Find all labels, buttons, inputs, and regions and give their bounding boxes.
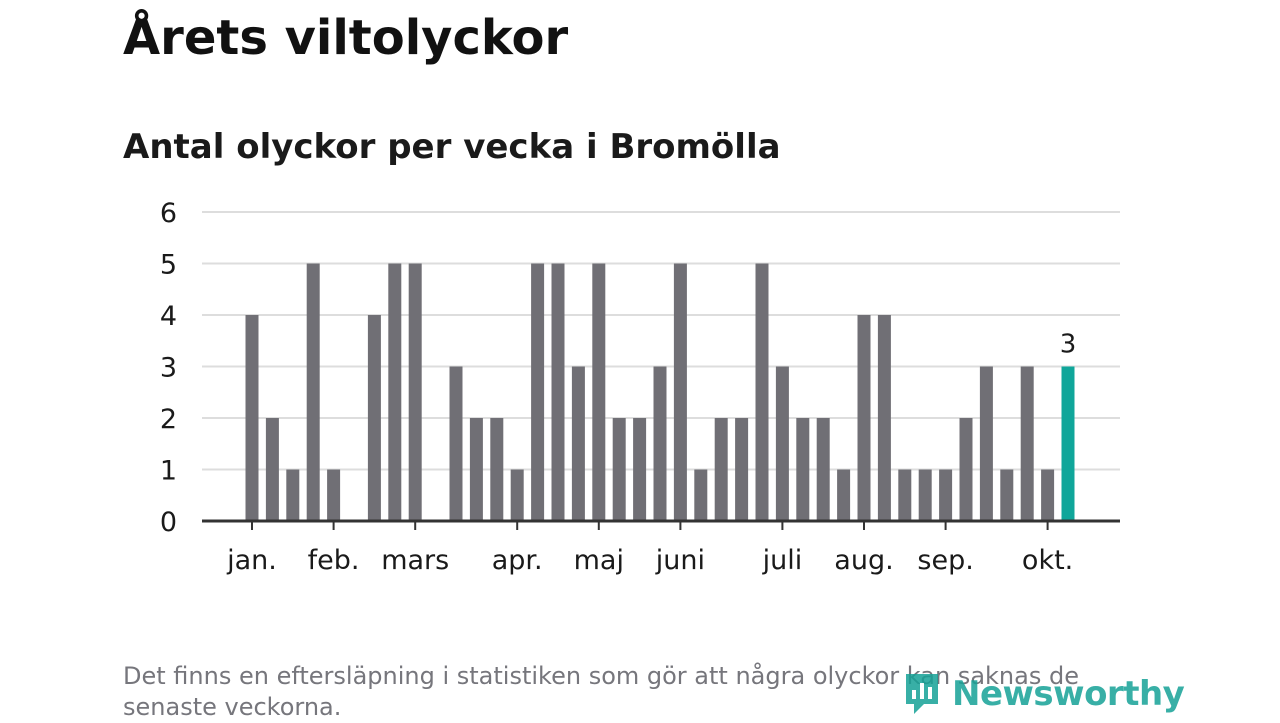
x-tick-label: mars bbox=[381, 545, 449, 576]
bar bbox=[959, 418, 973, 521]
x-tick-label: apr. bbox=[492, 545, 543, 576]
y-tick-label: 0 bbox=[160, 507, 177, 538]
bar bbox=[1000, 469, 1014, 521]
bar bbox=[551, 263, 565, 521]
bar bbox=[918, 469, 932, 521]
y-tick-label: 4 bbox=[160, 301, 177, 332]
chart-title: Årets viltolyckor bbox=[123, 10, 569, 66]
y-tick-label: 6 bbox=[160, 198, 177, 229]
bar bbox=[939, 469, 953, 521]
chart-subtitle: Antal olyckor per vecka i Bromölla bbox=[123, 127, 781, 167]
bar bbox=[877, 315, 891, 521]
bar bbox=[286, 469, 300, 521]
bar bbox=[755, 263, 769, 521]
bar bbox=[775, 366, 789, 521]
x-tick-label: juli bbox=[762, 545, 803, 576]
bar-highlight bbox=[1061, 366, 1075, 521]
bar bbox=[898, 469, 912, 521]
bar bbox=[449, 366, 463, 521]
brand-logo: Newsworthy bbox=[902, 668, 1185, 720]
bar bbox=[490, 418, 504, 521]
bar bbox=[857, 315, 871, 521]
bar bbox=[735, 418, 749, 521]
data-label: 3 bbox=[1060, 330, 1077, 360]
bar bbox=[265, 418, 279, 521]
x-tick-label: feb. bbox=[308, 545, 360, 576]
bar bbox=[469, 418, 483, 521]
bar bbox=[245, 315, 259, 521]
x-tick-label: okt. bbox=[1022, 545, 1073, 576]
bar bbox=[510, 469, 524, 521]
bar bbox=[367, 315, 381, 521]
bar bbox=[714, 418, 728, 521]
bar bbox=[1041, 469, 1055, 521]
y-tick-label: 3 bbox=[160, 353, 177, 384]
bar bbox=[694, 469, 708, 521]
bar bbox=[653, 366, 667, 521]
bar bbox=[327, 469, 341, 521]
x-tick-label: aug. bbox=[834, 545, 893, 576]
bar bbox=[306, 263, 320, 521]
bar bbox=[837, 469, 851, 521]
x-tick-label: juni bbox=[655, 545, 705, 576]
x-tick-label: maj bbox=[574, 545, 624, 576]
bar bbox=[816, 418, 830, 521]
bar bbox=[1020, 366, 1034, 521]
newsworthy-logo-icon bbox=[906, 674, 938, 714]
bar bbox=[796, 418, 810, 521]
y-tick-label: 5 bbox=[160, 250, 177, 281]
bar bbox=[388, 263, 402, 521]
y-tick-label: 2 bbox=[160, 404, 177, 435]
bar bbox=[979, 366, 993, 521]
bar bbox=[571, 366, 585, 521]
brand-name: Newsworthy bbox=[952, 674, 1185, 714]
bar bbox=[612, 418, 626, 521]
bar bbox=[531, 263, 545, 521]
bar bbox=[408, 263, 422, 521]
x-tick-label: jan. bbox=[226, 545, 277, 576]
y-tick-label: 1 bbox=[160, 456, 177, 487]
x-tick-label: sep. bbox=[917, 545, 973, 576]
bar bbox=[673, 263, 687, 521]
bar bbox=[633, 418, 647, 521]
bar bbox=[592, 263, 606, 521]
